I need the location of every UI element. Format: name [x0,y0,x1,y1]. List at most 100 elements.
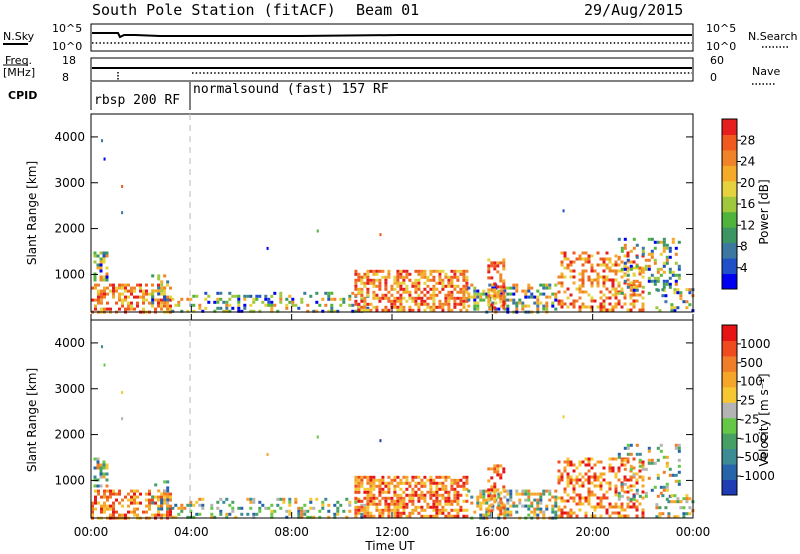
range-cell-604 [447,308,451,312]
range-cell-1065 [632,457,636,461]
range-cell-217 [210,512,214,516]
range-cell-320 [342,297,346,301]
range-cell-729 [506,513,510,517]
range-cell-1002 [611,305,615,309]
range-cell-592 [441,481,445,485]
range-cell-278 [279,294,283,298]
range-cell-759 [527,504,531,508]
range-cell-666 [467,489,471,493]
range-cell-1115 [629,443,633,447]
range-cell-1064 [629,505,633,509]
range-cell-1029 [620,305,624,309]
range-cell-571 [435,481,439,485]
range-cell-308 [336,509,340,513]
range-cell-815 [487,497,491,501]
range-cell-941 [584,496,588,500]
range-cell-830 [496,285,500,289]
range-cell-1158 [662,488,666,492]
range-cell-920 [575,514,579,518]
range-cell-1215 [673,306,677,310]
range-cell-544 [423,508,427,512]
range-cell-110 [154,513,157,517]
range-cell-161 [102,257,106,261]
range-cell-1031 [617,478,621,482]
range-cell-15 [100,289,103,293]
range-cell-513 [411,511,415,515]
range-cell-467 [396,508,400,512]
range-cell-203 [189,509,193,513]
range-cell-1174 [665,246,669,250]
range-cell-1034 [617,514,621,518]
range-cell-64 [127,492,130,496]
range-cell-441 [390,302,394,306]
range-cell-748 [521,492,525,496]
range-cell-491 [408,278,412,282]
range-cell-837 [496,464,500,468]
range-cell-244 [252,500,256,504]
range-cell-353 [357,278,361,282]
range-cell-34 [109,492,112,496]
range-cell-679 [479,504,483,508]
range-cell-226 [219,306,223,310]
range-cell-290 [297,306,301,310]
range-cell-919 [581,302,585,306]
range-cell-300 [327,503,331,507]
range-cell-369 [363,275,367,279]
range-cell-265 [264,303,268,307]
range-cell-505 [414,284,418,288]
range-cell-510 [411,499,415,503]
range-cell-878 [566,266,570,270]
range-cell-55 [121,301,124,305]
range-cell-349 [354,299,358,303]
range-cell-247 [255,512,259,516]
range-cell-155 [99,466,103,470]
range-cell-749 [521,504,525,508]
range-cell-306 [327,291,331,295]
nave-label: Nave [752,65,780,78]
range-cell-187 [160,301,164,305]
range-cell-803 [487,270,491,274]
range-cell-1040 [620,502,624,506]
range-cell-185 [160,283,164,287]
range-cell-468 [396,511,400,515]
range-cell-947 [593,299,597,303]
range-cell-410 [378,508,382,512]
range-cell-644 [462,290,466,294]
range-cell-1042 [620,508,624,512]
range-cell-443 [393,275,397,279]
range-cell-611 [450,293,454,297]
range-cell-1196 [673,494,677,498]
range-cell-316 [348,509,352,513]
range-cell-734 [512,298,516,302]
range-cell-974 [602,302,606,306]
range-cell-157 [99,472,103,476]
range-cell-241 [249,500,253,504]
range-cell-282 [285,303,289,307]
range-cell-1111 [632,246,636,250]
range-cell-602 [447,302,451,306]
range-cell-574 [438,281,442,285]
range-cell-1173 [674,479,678,483]
range-cell-587 [444,272,448,276]
range-cell-1143 [650,488,654,492]
range-cell-78 [133,501,136,505]
range-cell-1084 [638,502,642,506]
range-cell-73 [130,510,133,514]
range-cell-509 [411,496,415,500]
range-cell-917 [581,284,585,288]
range-cell-828 [496,264,500,268]
range-cell-682 [479,295,483,299]
range-cell-601 [444,478,448,482]
range-cell-175 [151,298,155,302]
range-cell-595 [441,493,445,497]
range-cell-989 [608,269,612,273]
range-cell-816 [487,506,491,510]
range-cell-138 [169,498,172,502]
range-cell-1206 [661,288,665,292]
range-cell-1229 [688,303,692,307]
range-cell-998 [602,505,606,509]
range-cell-771 [536,304,540,308]
range-cell-582 [435,514,439,518]
range-cell-432 [387,275,391,279]
range-cell-52 [118,489,121,493]
